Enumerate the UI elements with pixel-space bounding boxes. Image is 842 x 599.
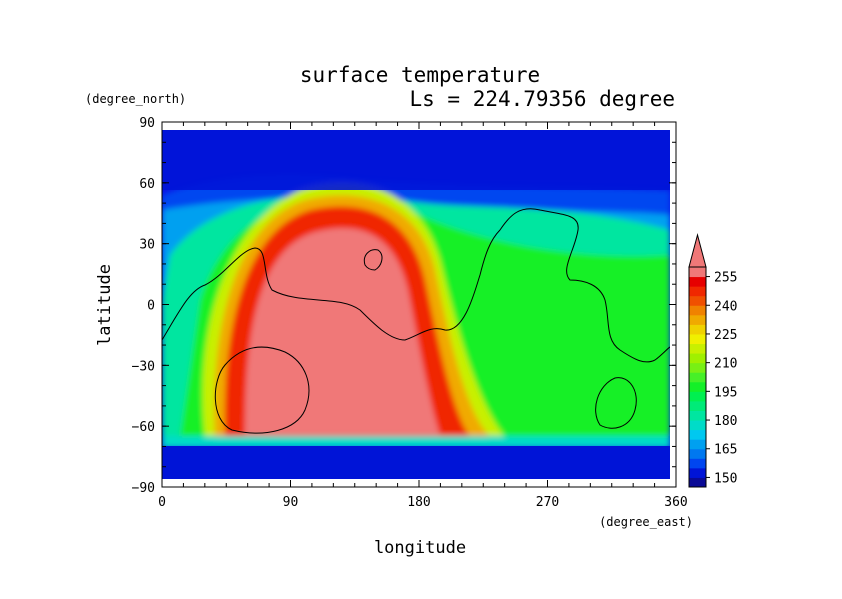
colorbar-swatch xyxy=(689,353,706,364)
y-axis-ticks: 90 60 30 0 −30 −60 −90 xyxy=(132,116,676,496)
contour-loop-southeast xyxy=(595,377,637,429)
colorbar-swatch xyxy=(689,333,706,345)
contour-loop-small xyxy=(363,249,383,271)
plot-area xyxy=(162,130,670,479)
colorbar-swatch xyxy=(689,372,706,383)
colorbar-swatch xyxy=(689,448,706,459)
colorbar-label: 180 xyxy=(714,414,737,429)
y-tick-label: 0 xyxy=(147,299,155,314)
colorbar-swatch xyxy=(689,477,706,488)
colorbar-swatch xyxy=(689,343,706,354)
colorbar-label: 165 xyxy=(714,443,737,458)
y-tick-label: −90 xyxy=(132,481,155,496)
colorbar-swatch xyxy=(689,324,706,335)
colorbar-swatch xyxy=(689,400,706,411)
colorbar-label: 150 xyxy=(714,471,737,486)
colorbar-swatch xyxy=(689,276,706,287)
colorbar-label: 240 xyxy=(714,299,737,314)
x-tick-label: 360 xyxy=(664,495,687,510)
minor-ticks xyxy=(161,121,677,488)
y-tick-label: −30 xyxy=(132,359,155,374)
colorbar-swatch xyxy=(689,286,706,297)
topography-contour-line xyxy=(162,208,670,363)
colorbar-label: 255 xyxy=(714,271,737,286)
colorbar-swatch xyxy=(689,295,706,306)
colorbar-label: 195 xyxy=(714,385,737,400)
colorbar-swatch xyxy=(689,467,706,478)
colorbar-swatch xyxy=(689,429,706,440)
colorbar-swatch xyxy=(689,362,706,373)
y-tick-label: 60 xyxy=(139,177,155,192)
colorbar-swatch xyxy=(689,381,706,392)
chart-title: surface temperature xyxy=(300,63,540,87)
colorbar-label: 210 xyxy=(714,357,737,372)
colorbar-label: 225 xyxy=(714,328,737,343)
colorbar-swatch xyxy=(689,410,706,421)
y-unit-label: (degree_north) xyxy=(85,92,186,106)
x-tick-label: 0 xyxy=(158,495,166,510)
x-tick-label: 90 xyxy=(283,495,299,510)
y-tick-label: 90 xyxy=(139,116,155,131)
colorbar-swatch xyxy=(689,314,706,325)
colorbar-swatch xyxy=(689,439,706,450)
north-polar-cap xyxy=(162,130,670,190)
x-tick-label: 180 xyxy=(407,495,430,510)
contour-band-255 xyxy=(245,228,440,435)
colorbar-swatch xyxy=(689,305,706,316)
y-axis-label: latitude xyxy=(95,264,115,346)
south-polar-cap xyxy=(162,446,670,479)
y-tick-label: −60 xyxy=(132,420,155,435)
x-unit-label: (degree_east) xyxy=(599,515,693,529)
y-tick-label: 30 xyxy=(139,238,155,253)
x-tick-label: 270 xyxy=(536,495,559,510)
contour-loop-southwest xyxy=(214,346,310,434)
temperature-field xyxy=(162,174,670,448)
contour-band-south-edge xyxy=(162,436,670,448)
colorbar-swatch xyxy=(689,391,706,402)
x-axis-label: longitude xyxy=(374,538,466,558)
colorbar-swatch xyxy=(689,458,706,469)
colorbar-frame xyxy=(688,266,707,488)
colorbar-swatch xyxy=(689,267,706,278)
colorbar-overflow-arrow xyxy=(688,233,707,268)
colorbar: 255 240 225 210 195 180 165 150 xyxy=(688,233,737,488)
chart-subtitle: Ls = 224.79356 degree xyxy=(409,87,675,111)
colorbar-swatch xyxy=(689,420,706,431)
